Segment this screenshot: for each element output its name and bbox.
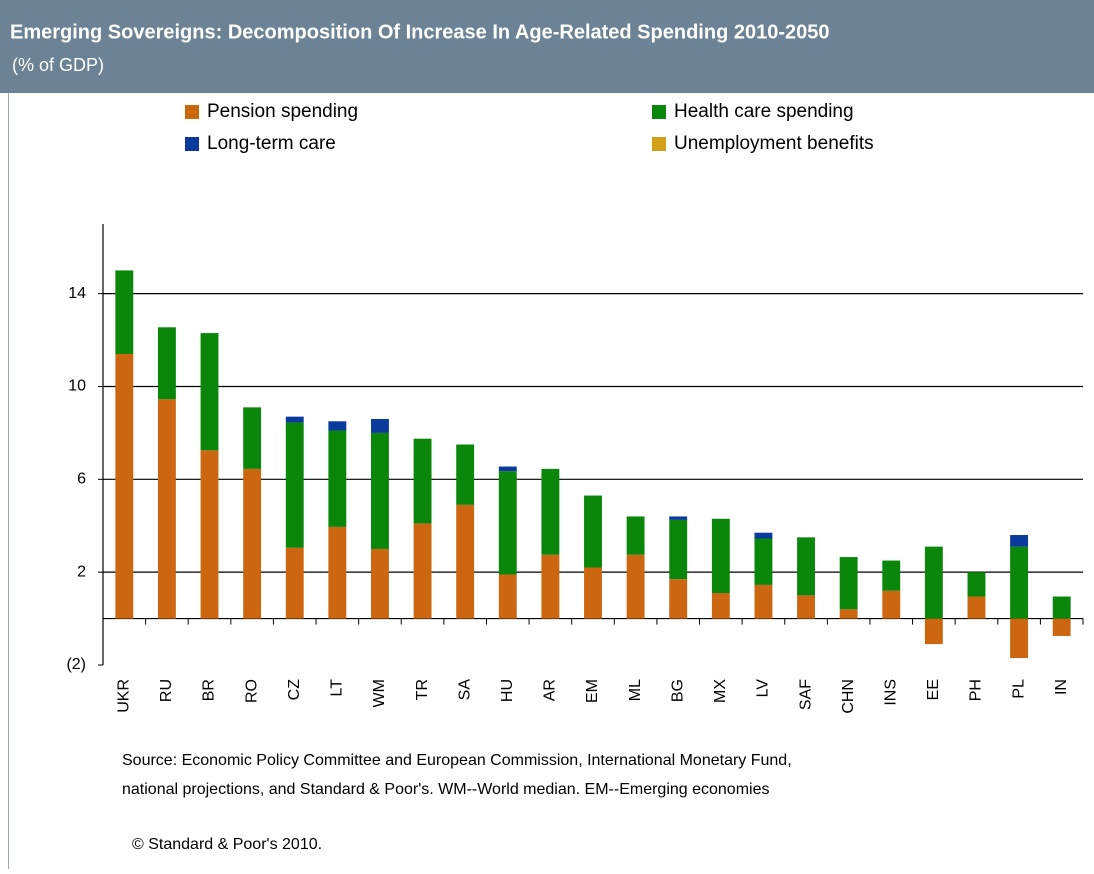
legend-label: Health care spending <box>674 101 854 122</box>
bar-segment <box>1052 618 1071 636</box>
y-tick-label: 14 <box>68 285 86 302</box>
source-note: Source: Economic Policy Committee and Eu… <box>122 752 792 769</box>
bar-segment <box>498 466 517 472</box>
bar-segment <box>754 532 773 539</box>
bar-segment <box>115 353 134 619</box>
bar-segment <box>1010 618 1029 659</box>
legend-label: Pension spending <box>207 101 358 122</box>
x-tick-label: WM <box>371 679 388 707</box>
bar-segment <box>413 438 432 524</box>
bar-segment <box>882 560 901 591</box>
source-note: national projections, and Standard & Poo… <box>122 781 769 798</box>
bar-segment <box>498 574 517 619</box>
x-tick-label: AR <box>542 679 559 701</box>
bar-segment <box>328 430 347 527</box>
x-tick-label: PH <box>968 679 985 701</box>
x-tick-label: CZ <box>286 679 303 701</box>
bar-segment <box>711 593 730 619</box>
copyright: © Standard & Poor's 2010. <box>132 836 322 853</box>
bar-segment <box>1010 535 1029 547</box>
bar-segment <box>157 399 176 619</box>
x-tick-label: RU <box>158 679 175 702</box>
legend-label: Long-term care <box>207 133 336 154</box>
x-tick-label: BR <box>201 679 218 701</box>
x-tick-label: PL <box>1010 679 1027 699</box>
x-tick-label: ML <box>627 679 644 701</box>
x-tick-label: EM <box>584 679 601 703</box>
x-tick-label: TR <box>414 679 431 700</box>
bar-segment <box>967 572 986 597</box>
bar-segment <box>669 579 688 619</box>
bar-segment <box>200 333 219 451</box>
legend-label: Unemployment benefits <box>674 133 874 154</box>
bar-segment <box>669 516 688 520</box>
x-tick-label: LV <box>755 679 772 698</box>
bar-segment <box>754 584 773 619</box>
x-tick-label: BG <box>669 679 686 702</box>
x-tick-label: RO <box>243 679 260 703</box>
bar-segment <box>456 504 475 619</box>
x-tick-label: SA <box>456 679 473 701</box>
x-tick-label: CHN <box>840 679 857 714</box>
bar-segment <box>371 418 389 433</box>
y-tick-label: 2 <box>77 563 86 580</box>
bar-segment <box>626 554 645 619</box>
bar-segment <box>711 518 730 594</box>
bar-segment <box>371 432 389 549</box>
x-tick-label: INS <box>882 679 899 706</box>
bar-segment <box>839 557 858 610</box>
x-tick-label: MX <box>712 679 729 703</box>
header-band <box>0 0 1094 93</box>
chart-subtitle: (% of GDP) <box>12 55 104 75</box>
bar-segment <box>413 523 432 619</box>
bar-segment <box>541 554 560 619</box>
bar-segment <box>882 590 901 619</box>
y-tick-label: 6 <box>77 471 86 488</box>
bar-segment <box>584 567 602 619</box>
bar-segment <box>243 407 262 469</box>
bar-segment <box>541 468 560 555</box>
x-tick-label: EE <box>925 679 942 700</box>
x-tick-label: IN <box>1053 679 1070 695</box>
bar-segment <box>924 618 943 645</box>
bar-segment <box>967 596 986 619</box>
bar-segment <box>754 538 773 585</box>
bar-segment <box>328 526 347 619</box>
legend-swatch <box>185 105 199 119</box>
legend-swatch <box>652 137 666 151</box>
bar-segment <box>669 519 688 580</box>
y-tick-label: (2) <box>66 656 86 673</box>
x-tick-label: HU <box>499 679 516 702</box>
legend-swatch <box>185 137 199 151</box>
bar-segment <box>797 595 815 619</box>
bar-segment <box>498 471 517 575</box>
x-tick-label: SAF <box>797 679 814 710</box>
x-tick-label: UKR <box>116 679 133 713</box>
bar-segment <box>1052 596 1071 619</box>
y-tick-label: 10 <box>68 378 86 395</box>
bar-segment <box>797 537 815 596</box>
bar-segment <box>839 609 858 619</box>
bar-segment <box>924 546 943 619</box>
legend-swatch <box>652 105 666 119</box>
bar-segment <box>285 547 304 619</box>
bar-segment <box>456 444 475 505</box>
bar-segment <box>1010 546 1029 619</box>
bar-segment <box>371 548 389 619</box>
bar-segment <box>157 327 176 400</box>
bar-segment <box>328 421 347 431</box>
bar-segment <box>285 416 304 423</box>
chart-title: Emerging Sovereigns: Decomposition Of In… <box>10 21 829 43</box>
x-tick-label: LT <box>329 679 346 697</box>
bar-segment <box>200 450 219 619</box>
bar-segment <box>285 422 304 548</box>
bar-segment <box>115 270 134 354</box>
bar-segment <box>626 516 645 555</box>
bar-segment <box>243 468 262 619</box>
bar-segment <box>584 495 602 568</box>
